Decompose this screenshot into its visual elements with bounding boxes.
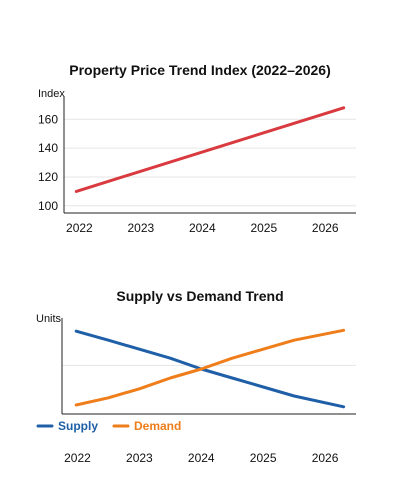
x-tick-label: 2024 <box>188 451 215 465</box>
y-tick-label: 160 <box>38 112 58 126</box>
x-tick-label: 2022 <box>64 451 91 465</box>
supply-demand-chart: Supply vs Demand Trend Units Supply Deman… <box>36 288 356 465</box>
x-tick-label: 2026 <box>312 451 339 465</box>
price-trend-chart: Property Price Trend Index (2022–2026) I… <box>38 62 356 235</box>
legend-label-demand: Demand <box>134 419 181 433</box>
x-tick-label: 2025 <box>250 451 277 465</box>
x-tick-label: 2025 <box>250 221 277 235</box>
y-axis-label: Index <box>38 88 65 100</box>
series-line-0 <box>74 106 346 193</box>
x-tick-label: 2026 <box>312 221 339 235</box>
y-tick-label: 140 <box>38 141 58 155</box>
chart-title: Supply vs Demand Trend <box>116 288 283 304</box>
y-tick-label: 100 <box>38 199 58 213</box>
x-tick-label: 2023 <box>126 451 153 465</box>
x-tick-label: 2024 <box>189 221 216 235</box>
series-line-demand <box>74 328 346 407</box>
x-tick-label: 2023 <box>127 221 154 235</box>
y-tick-label: 120 <box>38 170 58 184</box>
y-axis-label: Units <box>36 313 62 325</box>
legend-label-supply: Supply <box>58 419 98 433</box>
x-tick-label: 2022 <box>66 221 93 235</box>
chart-title: Property Price Trend Index (2022–2026) <box>69 62 330 78</box>
